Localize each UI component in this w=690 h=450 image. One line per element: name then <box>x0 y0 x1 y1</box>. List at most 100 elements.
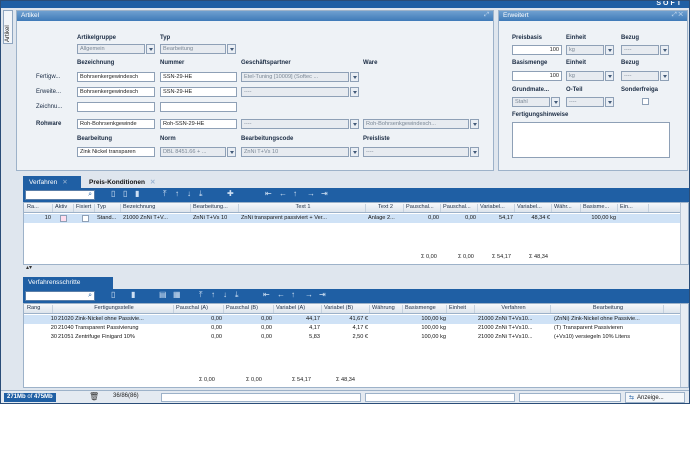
erweitert-bezeichnung[interactable]: Bohrsenkergewindesch <box>77 87 155 97</box>
last-icon[interactable]: ⇥ <box>321 189 328 198</box>
column-header[interactable]: Pauschal (A) <box>175 305 224 313</box>
add-icon[interactable]: ✚ <box>227 189 234 198</box>
up-icon[interactable]: ↑ <box>291 290 295 299</box>
rohware-gp-dropdown[interactable] <box>350 119 359 129</box>
column-header[interactable]: Text 2 <box>367 204 404 212</box>
einheit-field-2[interactable]: kg <box>566 71 604 81</box>
bearbeitungscode-field[interactable]: ZnNi T+Vs 10 <box>241 147 349 157</box>
move-down-icon[interactable]: ↓ <box>187 189 191 198</box>
column-header[interactable]: Aktiv <box>54 204 74 212</box>
oteil-dropdown[interactable] <box>605 97 614 107</box>
maximize-icon[interactable]: ⤢ ✕ <box>671 12 683 18</box>
column-header[interactable]: Währung <box>371 305 403 313</box>
tab-preis-konditionen[interactable]: Preis-Konditionen ✕ <box>83 176 183 188</box>
fertigware-nummer[interactable]: SSN-29-HE <box>160 72 237 82</box>
typ-field[interactable]: Bearbeitung <box>160 44 226 54</box>
table-row[interactable]: 20 21040 Transparent Passivierung 0,00 0… <box>24 324 680 333</box>
oteil-field[interactable]: ---- <box>566 97 604 107</box>
bearbeitungscode-dropdown[interactable] <box>350 147 359 157</box>
zeichnung-field[interactable] <box>77 102 155 112</box>
new-icon[interactable]: ▯ <box>111 189 116 198</box>
grundmaterial-field[interactable]: Stahl <box>512 97 550 107</box>
side-tab-artikel[interactable]: Artikel <box>3 10 13 44</box>
sonderfreigabe-checkbox[interactable] <box>642 98 649 105</box>
grundmaterial-dropdown[interactable] <box>551 97 560 107</box>
fixiert-checkbox[interactable] <box>82 215 89 222</box>
column-header[interactable]: Einheit <box>448 305 475 313</box>
first-icon[interactable]: ⇤ <box>263 290 270 299</box>
bezug-dropdown-1[interactable] <box>660 45 669 55</box>
column-header[interactable]: Rang <box>26 305 53 313</box>
column-header[interactable]: Variabel (A) <box>275 305 322 313</box>
column-header[interactable]: Basismenge <box>404 305 447 313</box>
grid-icon[interactable]: ▦ <box>173 290 181 299</box>
up-icon[interactable]: ↑ <box>293 189 297 198</box>
einheit-field-1[interactable]: kg <box>566 45 604 55</box>
preisbasis-field[interactable]: 100 <box>512 45 562 55</box>
rohware-bezeichnung[interactable]: Roh-Bohrsenkgewinde <box>77 119 155 129</box>
erweitert-nummer[interactable]: SSN-29-HE <box>160 87 237 97</box>
verfahrensschritte-tab[interactable]: Verfahrensschritte <box>23 277 113 289</box>
rohware-nummer[interactable]: Roh-SSN-29-HE <box>160 119 237 129</box>
bezug-field-2[interactable]: ---- <box>621 71 659 81</box>
prev-icon[interactable]: ← <box>277 290 285 299</box>
fertigware-bezeichnung[interactable]: Bohrsenkergewindesch <box>77 72 155 82</box>
move-up-icon[interactable]: ↑ <box>211 290 215 299</box>
maximize-icon[interactable]: ⤢ <box>484 12 489 18</box>
column-header[interactable]: Variabel (B) <box>323 305 370 313</box>
search-icon[interactable]: ⌕ <box>88 292 92 299</box>
column-header[interactable]: Pauschal (B) <box>225 305 274 313</box>
move-top-icon[interactable]: ⤒ <box>199 290 203 299</box>
delete-icon[interactable]: ▮ <box>135 189 140 198</box>
move-bottom-icon[interactable]: ⤓ <box>235 290 239 299</box>
column-header[interactable]: Währ... <box>553 204 581 212</box>
fertigware-gp-dropdown[interactable] <box>350 72 359 82</box>
einheit-dropdown-1[interactable] <box>605 45 614 55</box>
column-header[interactable]: Verfahren <box>476 305 551 313</box>
move-top-icon[interactable]: ⤒ <box>163 189 167 198</box>
delete-icon[interactable]: ▮ <box>131 290 136 299</box>
norm-dropdown[interactable] <box>227 147 236 157</box>
einheit-dropdown-2[interactable] <box>605 71 614 81</box>
column-header[interactable]: Bezeichnung <box>122 204 191 212</box>
column-header[interactable]: Fixiert <box>75 204 95 212</box>
list-icon[interactable]: ▤ <box>159 290 167 299</box>
column-header[interactable]: Ein... <box>619 204 649 212</box>
preisliste-dropdown[interactable] <box>470 147 479 157</box>
column-header[interactable]: Typ <box>96 204 121 212</box>
artikelgruppe-dropdown[interactable] <box>146 44 155 54</box>
erweitert-geschaeftspartner[interactable]: ---- <box>241 87 349 97</box>
schritte-scrollbar[interactable] <box>680 304 688 387</box>
bezug-dropdown-2[interactable] <box>660 71 669 81</box>
table-row[interactable]: 30 21051 Zentrifuge Finigard 10% 0,00 0,… <box>24 333 680 342</box>
collapse-icon[interactable]: ▴▾ <box>26 265 33 271</box>
rohware-geschaeftspartner[interactable]: ---- <box>241 119 349 129</box>
artikelgruppe-field[interactable]: Allgemein <box>77 44 145 54</box>
norm-field[interactable]: DBL 8451.66 + ... <box>160 147 226 157</box>
copy-icon[interactable]: ▯ <box>123 189 128 198</box>
fertigungshinweise-textarea[interactable] <box>512 122 670 158</box>
bezug-field-1[interactable]: ---- <box>621 45 659 55</box>
aktiv-checkbox[interactable] <box>60 215 67 222</box>
column-header[interactable]: Basisme... <box>582 204 618 212</box>
tab-verfahren[interactable]: Verfahren ✕ <box>23 176 81 188</box>
verfahren-scrollbar[interactable] <box>680 203 688 264</box>
rohware-ware-dropdown[interactable] <box>470 119 479 129</box>
move-up-icon[interactable]: ↑ <box>175 189 179 198</box>
column-header[interactable]: Pauschal... <box>442 204 478 212</box>
column-header[interactable]: Fertigungsstelle <box>54 305 174 313</box>
column-header[interactable]: Bearbeitung... <box>192 204 239 212</box>
schritte-search-input[interactable]: ⌕ <box>25 291 95 301</box>
verfahren-search-input[interactable]: ⌕ <box>25 190 95 200</box>
bearbeitung-field[interactable]: Zink Nickel transparen <box>77 147 155 157</box>
close-icon[interactable]: ✕ <box>62 179 68 186</box>
anzeige-button[interactable]: ⇆ Anzeige... <box>625 392 685 403</box>
zeichnung-nummer[interactable] <box>160 102 237 112</box>
next-icon[interactable]: → <box>305 290 313 299</box>
column-header[interactable]: Bearbeitung <box>552 305 664 313</box>
erweitert-gp-dropdown[interactable] <box>350 87 359 97</box>
column-header[interactable]: Ra... <box>26 204 53 212</box>
search-icon[interactable]: ⌕ <box>88 191 92 198</box>
new-icon[interactable]: ▯ <box>111 290 116 299</box>
typ-dropdown[interactable] <box>227 44 236 54</box>
